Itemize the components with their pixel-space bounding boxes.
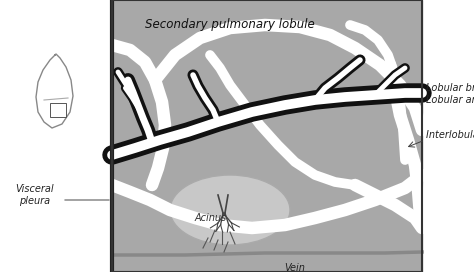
- Bar: [112, 0, 422, 272]
- Text: Secondary pulmonary lobule: Secondary pulmonary lobule: [145, 18, 315, 31]
- Text: Visceral
pleura: Visceral pleura: [16, 184, 55, 206]
- Text: Lobular artery: Lobular artery: [426, 95, 474, 105]
- Bar: [112, 0, 422, 272]
- Text: Lobular bronchiole: Lobular bronchiole: [426, 83, 474, 93]
- Text: Vein
branch: Vein branch: [278, 263, 312, 272]
- Text: Interlobular septum: Interlobular septum: [426, 130, 474, 140]
- Bar: [0, 0, 112, 272]
- Ellipse shape: [170, 175, 290, 245]
- Text: Acinus: Acinus: [195, 213, 227, 223]
- Bar: [50, 103, 66, 117]
